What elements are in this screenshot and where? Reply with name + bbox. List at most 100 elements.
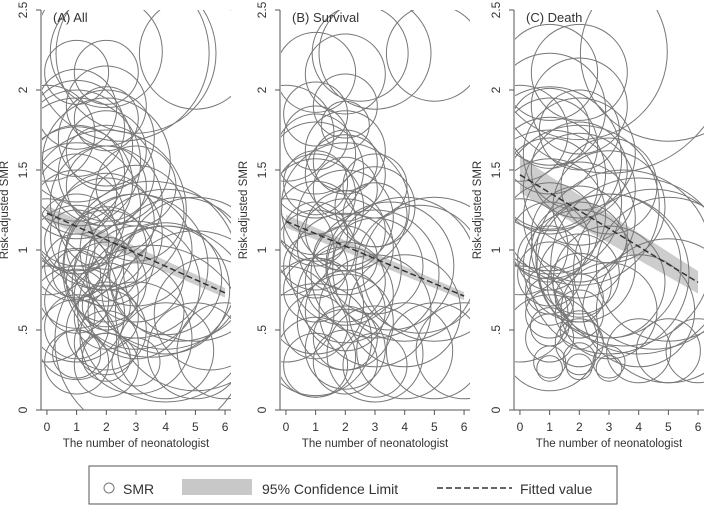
y-axis-title: Risk-adjusted SMR — [238, 161, 250, 259]
smr-bubble — [595, 196, 704, 342]
x-axis-title: The number of neonatologist — [302, 438, 449, 450]
x-tick-label: 0 — [517, 420, 524, 434]
smr-bubble — [515, 182, 599, 280]
smr-bubble — [281, 283, 373, 397]
smr-bubble — [326, 305, 424, 403]
y-tick-label: 2.5 — [16, 1, 30, 18]
smr-bubble — [573, 188, 704, 350]
smr-bubble — [304, 308, 386, 390]
smr-bubble — [44, 39, 110, 105]
legend-smr-icon — [103, 482, 115, 494]
smr-bubble — [65, 241, 147, 323]
smr-bubble — [304, 270, 386, 352]
smr-bubble — [515, 84, 569, 182]
smr-bubble — [325, 201, 455, 331]
x-tick-label: 4 — [162, 420, 169, 434]
smr-bubble — [311, 10, 409, 102]
smr-bubble — [546, 252, 612, 318]
smr-bubble — [562, 342, 596, 376]
smr-bubble — [560, 137, 658, 235]
y-tick-label: 2 — [255, 86, 269, 93]
y-tick-label: 1 — [255, 246, 269, 253]
smr-bubble — [73, 39, 139, 105]
smr-bubble — [538, 89, 620, 171]
y-tick-label: 2.5 — [489, 1, 503, 18]
smr-bubble — [310, 209, 440, 339]
smr-bubble — [55, 10, 217, 134]
smr-bubble — [42, 97, 142, 227]
x-tick-label: 3 — [133, 420, 140, 434]
smr-bubble — [42, 265, 96, 363]
smr-bubble — [515, 87, 591, 169]
smr-bubble — [281, 265, 335, 363]
y-tick-label: .5 — [489, 325, 503, 335]
x-tick-label: 4 — [635, 420, 642, 434]
smr-bubble — [515, 158, 607, 272]
smr-bubble — [117, 302, 215, 400]
smr-bubble — [312, 329, 378, 395]
smr-bubble — [515, 52, 607, 166]
smr-bubble — [87, 164, 185, 262]
y-tick-label: .5 — [255, 325, 269, 335]
y-tick-label: 1 — [489, 246, 503, 253]
smr-bubble — [73, 262, 139, 328]
x-axis-title: The number of neonatologist — [536, 438, 683, 450]
smr-bubble — [312, 156, 378, 222]
smr-bubble — [318, 10, 432, 110]
y-tick-label: 0 — [255, 406, 269, 413]
smr-bubble — [515, 97, 599, 195]
smr-bubble — [288, 212, 402, 326]
plot-area — [42, 10, 231, 410]
smr-bubble — [595, 355, 623, 382]
smr-bubble — [579, 10, 704, 142]
smr-bubble — [326, 217, 424, 315]
x-tick-label: 2 — [103, 420, 110, 434]
plot-area — [515, 10, 704, 392]
x-axis-title: The number of neonatologist — [63, 438, 210, 450]
panel-label: (A) All — [53, 10, 88, 25]
y-tick-label: .5 — [16, 325, 30, 335]
smr-bubble — [283, 294, 349, 360]
smr-bubble — [385, 302, 470, 400]
smr-bubble — [108, 196, 231, 342]
smr-bubble — [42, 10, 210, 142]
legend-frame — [88, 465, 618, 505]
smr-bubble — [122, 196, 231, 342]
smr-bubble — [71, 220, 201, 350]
smr-bubble — [304, 241, 386, 323]
smr-bubble — [85, 188, 231, 350]
smr-bubble — [57, 89, 155, 187]
smr-bubble — [515, 198, 569, 296]
smr-bubble — [582, 254, 696, 368]
x-tick-label: 1 — [546, 420, 553, 434]
y-tick-label: 0 — [16, 406, 30, 413]
smr-bubble — [515, 10, 668, 141]
smr-bubble — [79, 281, 193, 395]
x-tick-label: 3 — [606, 420, 613, 434]
x-tick-label: 6 — [222, 420, 229, 434]
smr-bubble — [554, 318, 604, 368]
smr-bubble — [515, 23, 599, 121]
smr-bubble — [304, 33, 386, 115]
x-tick-label: 6 — [695, 420, 702, 434]
smr-bubble — [515, 124, 660, 286]
smr-bubble — [312, 129, 378, 195]
smr-bubble — [54, 244, 231, 410]
smr-bubble — [515, 86, 623, 232]
smr-bubble — [566, 353, 593, 381]
smr-bubble — [153, 257, 231, 371]
y-tick-label: 1.5 — [489, 161, 503, 178]
smr-bubble — [361, 196, 470, 342]
smr-bubble — [111, 337, 161, 387]
smr-bubble — [281, 113, 357, 195]
smr-bubble — [312, 73, 378, 139]
y-axis-title: Risk-adjusted SMR — [0, 161, 11, 259]
smr-bubble — [528, 193, 690, 355]
smr-bubble — [296, 169, 394, 267]
chart-panel-1: 0 .5 1 1.5 2 2.5 0 1 2 3 4 5 6 The number of neonatol… — [0, 1, 231, 450]
x-tick-label: 3 — [372, 420, 379, 434]
y-axis-title: Risk-adjusted SMR — [472, 161, 484, 259]
smr-bubble — [635, 318, 701, 384]
